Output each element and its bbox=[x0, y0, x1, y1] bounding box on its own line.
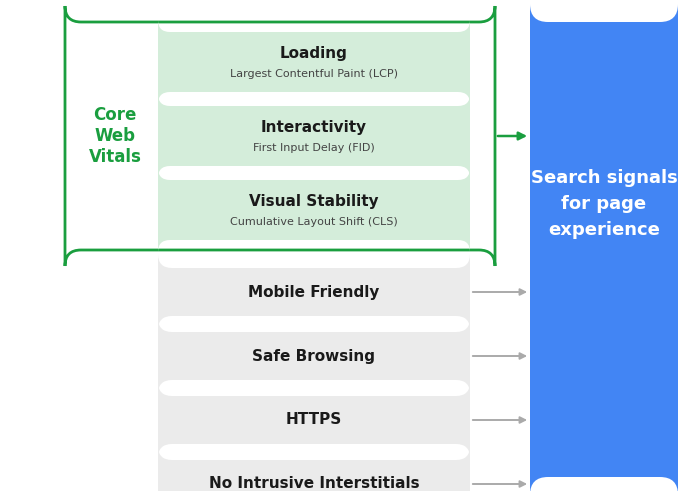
Text: Core
Web
Vitals: Core Web Vitals bbox=[89, 106, 141, 166]
FancyBboxPatch shape bbox=[158, 94, 470, 178]
Text: Mobile Friendly: Mobile Friendly bbox=[248, 284, 379, 300]
Text: Interactivity: Interactivity bbox=[261, 120, 367, 135]
Text: Largest Contentful Paint (LCP): Largest Contentful Paint (LCP) bbox=[230, 69, 398, 79]
FancyBboxPatch shape bbox=[158, 254, 470, 330]
Text: HTTPS: HTTPS bbox=[286, 412, 342, 428]
Text: Loading: Loading bbox=[280, 46, 348, 61]
FancyBboxPatch shape bbox=[158, 446, 470, 491]
Text: Search signals
for page
experience: Search signals for page experience bbox=[531, 168, 678, 240]
FancyBboxPatch shape bbox=[158, 318, 470, 394]
FancyBboxPatch shape bbox=[158, 168, 470, 252]
Text: Safe Browsing: Safe Browsing bbox=[253, 349, 375, 363]
FancyBboxPatch shape bbox=[158, 20, 470, 104]
FancyBboxPatch shape bbox=[530, 4, 678, 491]
Text: Visual Stability: Visual Stability bbox=[249, 194, 379, 209]
Text: First Input Delay (FID): First Input Delay (FID) bbox=[253, 143, 375, 153]
FancyBboxPatch shape bbox=[65, 6, 495, 266]
FancyBboxPatch shape bbox=[158, 382, 470, 458]
Text: No Intrusive Interstitials: No Intrusive Interstitials bbox=[209, 476, 419, 491]
Text: Cumulative Layout Shift (CLS): Cumulative Layout Shift (CLS) bbox=[230, 217, 398, 227]
